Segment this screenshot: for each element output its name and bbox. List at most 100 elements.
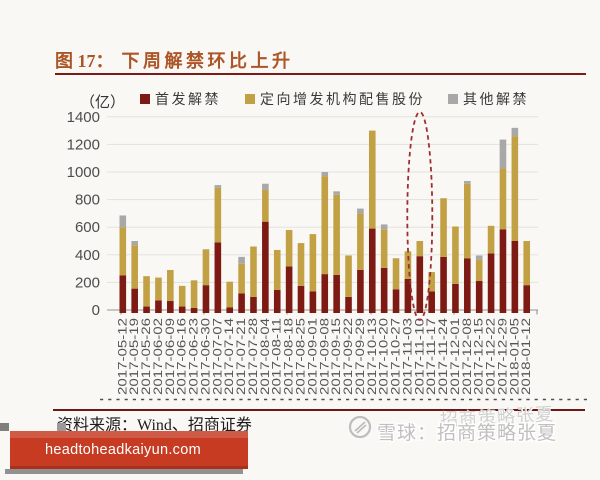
x-axis-label: 2017-10-20	[377, 318, 391, 395]
y-axis-label: 1200	[67, 136, 100, 153]
bar-segment	[167, 269, 174, 302]
bar-segment	[357, 213, 364, 270]
bar-segment	[309, 291, 317, 313]
bar-segment	[285, 229, 293, 267]
bar-segment	[238, 263, 245, 294]
bar-segment	[297, 243, 305, 286]
bar-segment	[368, 228, 376, 313]
bar-segment	[178, 285, 186, 307]
y-axis-label: 800	[75, 192, 100, 209]
x-axis-label: 2017-10-13	[365, 318, 379, 395]
legend-label-private-placement: 定向增发机构配售股份	[260, 93, 425, 108]
bar-segment	[214, 187, 222, 243]
bar-segment	[380, 267, 388, 313]
bar-segment	[155, 277, 162, 301]
x-axis-label: 2017-05-26	[139, 318, 153, 395]
legend-swatch-other	[448, 94, 458, 104]
bar-segment	[475, 255, 483, 260]
y-axis-label: 400	[75, 247, 100, 264]
bar-segment	[357, 269, 364, 313]
bar-segment	[440, 256, 447, 313]
x-axis-label: 2017-09-22	[341, 318, 355, 395]
figure-number: 图 17：	[55, 51, 114, 71]
x-axis-label: 2017-07-28	[246, 318, 260, 395]
site-banner: headtoheadkaiyun.com	[10, 431, 248, 469]
bar-segment	[357, 208, 364, 214]
watermark-text: 雪球：招商策略张夏	[377, 423, 558, 444]
bar-segment	[309, 234, 317, 292]
legend-swatch-private-placement	[245, 94, 255, 104]
bar-segment	[428, 291, 435, 313]
bar-segment	[262, 189, 269, 222]
bar-segment	[511, 127, 519, 137]
x-axis-label: 2018-01-05	[507, 318, 521, 395]
bar-segment	[238, 293, 245, 313]
legend-swatch-ipo	[140, 94, 150, 104]
banner-shadow	[5, 469, 243, 474]
bar-segment	[380, 229, 388, 268]
gray-strip-inner	[57, 423, 66, 431]
bar-segment	[475, 259, 483, 282]
bar-segment	[119, 227, 127, 276]
x-axis-label: 2017-11-17	[424, 318, 438, 395]
bar-segment	[155, 300, 162, 313]
bar-segment	[178, 306, 186, 313]
x-axis-label: 2017-09-08	[317, 318, 331, 395]
x-axis-label: 2017-09-29	[353, 318, 367, 395]
legend-item-other: 其他解禁	[448, 89, 529, 109]
bar-segment	[428, 272, 435, 292]
x-axis-label: 2017-07-07	[210, 318, 224, 395]
bar-segment	[523, 241, 531, 286]
bar-segment	[452, 226, 459, 284]
x-axis-label: 2017-05-19	[127, 318, 141, 395]
y-axis-label: 0	[92, 302, 100, 319]
bar-segment	[262, 221, 269, 313]
x-axis-label: 2017-08-18	[282, 318, 296, 395]
y-axis-label: 200	[75, 274, 100, 291]
bar-segment	[202, 249, 210, 286]
bar-segment	[499, 229, 507, 313]
bar-segment	[190, 280, 198, 308]
bar-segment	[119, 215, 127, 228]
bar-segment	[464, 183, 471, 259]
x-axis-label: 2017-11-03	[400, 318, 414, 395]
bar-segment	[475, 281, 483, 313]
bar-segment	[131, 288, 138, 313]
x-axis-label: 2017-07-21	[234, 318, 248, 395]
x-axis-label: 2017-12-15	[472, 318, 486, 395]
bar-segment	[345, 255, 352, 297]
bar-segment	[511, 136, 519, 241]
site-banner-text: headtoheadkaiyun.com	[45, 442, 201, 458]
source-note: 资料来源：Wind、招商证券	[57, 417, 252, 434]
x-axis-label: 2017-06-09	[163, 318, 177, 395]
bar-segment	[273, 249, 281, 290]
bar-segment	[380, 224, 388, 230]
y-axis-label: 1000	[67, 164, 100, 181]
x-axis-label: 2017-08-11	[270, 318, 284, 395]
bar-segment	[226, 281, 234, 308]
bar-segment	[392, 289, 400, 313]
axis-unit-label: （亿）	[80, 95, 126, 111]
x-axis-label: 2017-06-16	[175, 318, 189, 395]
legend-label-other: 其他解禁	[463, 93, 529, 108]
bar-segment	[143, 276, 150, 307]
bar-segment	[464, 180, 471, 184]
x-axis-label: 2017-08-25	[294, 318, 308, 395]
figure-title-text: 下周解禁环比上升	[121, 51, 294, 71]
x-axis-label: 2017-07-14	[222, 318, 236, 395]
bar-segment	[523, 285, 531, 313]
bar-segment	[143, 306, 150, 313]
bar-segment	[273, 289, 281, 313]
x-axis-label: 2017-12-29	[495, 318, 509, 395]
bar-segment	[345, 296, 352, 313]
bar-segment	[333, 194, 340, 275]
bar-segment	[511, 241, 519, 313]
bar-segment	[238, 256, 245, 264]
x-axis-label: 2017-08-04	[258, 318, 272, 395]
bar-segment	[119, 275, 127, 313]
x-axis-label: 2017-06-02	[151, 318, 165, 395]
bar-segment	[131, 245, 138, 289]
legend-label-ipo: 首发解禁	[155, 93, 221, 108]
bar-segment	[131, 241, 138, 246]
bar-segment	[392, 258, 400, 290]
